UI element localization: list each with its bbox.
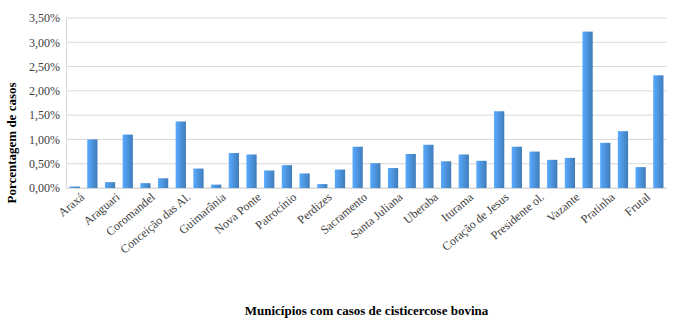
bar — [459, 154, 469, 188]
bar — [494, 111, 504, 188]
bar — [105, 182, 115, 188]
y-tick: 2,00% — [29, 84, 66, 98]
bar — [582, 32, 592, 188]
bar — [423, 145, 433, 188]
x-tick-label: Frutal — [622, 189, 653, 219]
x-tick-label: Patrocínio — [252, 190, 299, 232]
y-tick: 0,00% — [29, 181, 66, 195]
y-tick-label: 0,00% — [29, 181, 60, 195]
bar — [547, 160, 557, 188]
bar — [317, 184, 327, 188]
bars — [70, 32, 664, 188]
bar — [176, 121, 186, 188]
y-axis-line — [66, 19, 67, 189]
grid-line — [66, 90, 667, 91]
grid-line — [66, 42, 667, 43]
bar — [193, 169, 203, 188]
x-tick: Pratinha — [578, 188, 618, 226]
bar — [441, 161, 451, 188]
bar — [618, 131, 628, 188]
y-tick: 0,50% — [29, 157, 66, 171]
bar — [406, 154, 416, 188]
bar — [600, 143, 610, 188]
y-tick-label: 1,00% — [29, 133, 60, 147]
x-axis-line — [67, 188, 668, 189]
bar — [370, 163, 380, 188]
x-tick: Presidente ol. — [488, 188, 547, 243]
x-tick: Patrocínio — [252, 188, 299, 232]
x-axis-title: Municípios com casos de cisticercose bov… — [245, 303, 489, 318]
x-axis: AraxáAraguariCoromandelConceição das Al.… — [56, 188, 668, 256]
bar — [653, 75, 663, 188]
y-tick-label: 1,50% — [29, 108, 60, 122]
y-axis: 0,00% 0,50% 1,00% 1,50% 2,00% 2,50% 3,00% 3,50% — [29, 11, 67, 195]
bar — [246, 154, 256, 188]
bar — [158, 178, 168, 188]
bar — [211, 185, 221, 188]
grid-line — [66, 115, 667, 116]
bar — [87, 139, 97, 188]
x-tick: Nova Ponte — [212, 188, 264, 237]
bar — [529, 152, 539, 188]
grid — [66, 18, 667, 188]
x-tick-label: Vazante — [544, 190, 582, 225]
y-tick-label: 2,50% — [29, 60, 60, 74]
bar — [353, 147, 363, 188]
bar — [299, 173, 309, 188]
y-tick: 1,50% — [29, 108, 66, 122]
x-tick-label: Nova Ponte — [212, 190, 264, 237]
grid-line — [66, 18, 667, 19]
grid-line — [66, 163, 667, 164]
y-tick-label: 3,50% — [29, 11, 60, 25]
y-tick: 1,00% — [29, 133, 66, 147]
y-tick: 3,50% — [29, 11, 66, 25]
x-tick-label: Presidente ol. — [488, 190, 547, 243]
bar — [264, 171, 274, 188]
bar — [140, 183, 150, 188]
x-tick-label: Pratinha — [578, 189, 618, 226]
bar — [512, 147, 522, 188]
bar — [335, 170, 345, 188]
x-tick: Frutal — [622, 188, 653, 219]
bar — [636, 167, 646, 188]
bar — [388, 168, 398, 188]
bar — [229, 153, 239, 188]
y-tick: 2,50% — [29, 60, 66, 74]
y-tick-label: 2,00% — [29, 84, 60, 98]
plot: 0,00% 0,50% 1,00% 1,50% 2,00% 2,50% 3,00% 3,50%… — [29, 11, 668, 256]
bar — [565, 158, 575, 188]
bar — [123, 135, 133, 188]
bar — [70, 187, 80, 188]
bar — [282, 165, 292, 188]
y-tick: 3,00% — [29, 36, 66, 50]
y-axis-title: Porcentagem de casos — [4, 82, 19, 203]
x-tick-label: Uberaba — [401, 189, 442, 226]
x-tick: Uberaba — [401, 188, 442, 227]
grid-line — [66, 66, 667, 67]
y-tick-label: 0,50% — [29, 157, 60, 171]
y-tick-label: 3,00% — [29, 36, 60, 50]
x-tick: Vazante — [544, 188, 582, 225]
x-tick: Santa Juliana — [348, 188, 406, 241]
bar — [476, 161, 486, 188]
grid-line — [66, 188, 667, 189]
x-tick-label: Santa Juliana — [348, 189, 406, 241]
grid-line — [66, 139, 667, 140]
chart: 0,00% 0,50% 1,00% 1,50% 2,00% 2,50% 3,00% 3,50%… — [0, 0, 675, 329]
